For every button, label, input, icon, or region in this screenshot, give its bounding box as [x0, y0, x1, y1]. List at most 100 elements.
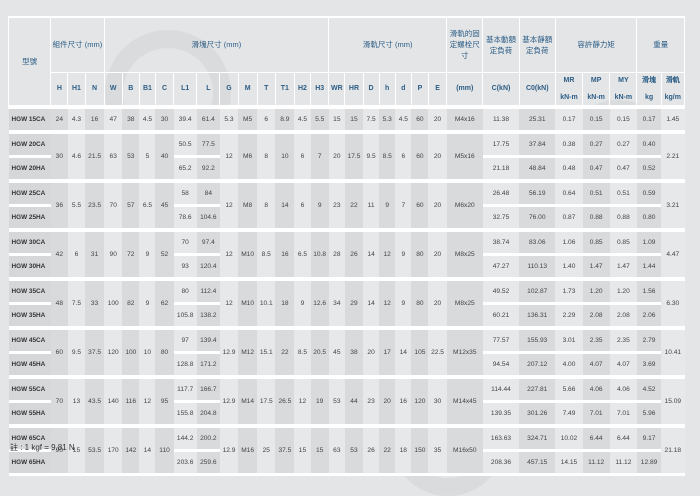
- block-l1: 50.5: [173, 130, 197, 157]
- rail-e: 35: [428, 424, 447, 475]
- moment-unit: kN-m: [560, 93, 578, 101]
- col-header-h2: H2: [293, 71, 312, 108]
- block-h3: 10.8: [310, 228, 329, 279]
- model-name: HGW 55HA: [8, 400, 51, 426]
- rail-h: 8.5: [379, 130, 396, 181]
- rail-h: 12: [379, 228, 396, 279]
- value-my: 0.51: [609, 179, 637, 206]
- col-header-bolt-unit: (mm): [446, 71, 484, 108]
- rail-d: 7: [395, 179, 412, 230]
- assembly-w: 63: [104, 130, 123, 181]
- rail-hr: 38: [344, 326, 364, 377]
- model-name: HGW 30CA: [8, 228, 51, 255]
- value-my: 0.88: [609, 204, 637, 230]
- value-mp: 4.07: [582, 351, 610, 377]
- block-t: 25: [257, 424, 276, 475]
- rail-h: 17: [379, 326, 396, 377]
- rail-wr: 45: [328, 326, 345, 377]
- block-t1: 22: [275, 326, 295, 377]
- rail-d: 11: [363, 179, 380, 230]
- assembly-h: 70: [50, 375, 68, 426]
- assembly-w: 120: [104, 326, 123, 377]
- value-c: 49.52: [482, 277, 520, 304]
- block-l1: 78.6: [173, 204, 197, 230]
- rail-wr: 34: [328, 277, 345, 328]
- value-kg: 5.96: [636, 400, 662, 426]
- block-l1: 58: [173, 179, 197, 206]
- assembly-b: 142: [122, 424, 140, 475]
- table-row: HGW 55CA 70 13 43.5 140 116 12 95 117.7 166.7 12.9…: [8, 375, 685, 426]
- block-t: 8: [257, 130, 276, 181]
- col-header-e: E: [427, 71, 448, 108]
- rail-wr: 63: [328, 424, 345, 475]
- table-row: HGW 25HA 78.6 104.6 32.75 76.00 0.87 0.88 0.88 0…: [8, 204, 685, 230]
- block-l: 61.4: [196, 105, 220, 132]
- value-mp: 2.35: [582, 326, 610, 353]
- rail-e: 22.5: [428, 326, 447, 377]
- value-mr: 4.00: [555, 351, 583, 377]
- block-l1: 128.8: [173, 351, 197, 377]
- value-my: 11.12: [609, 449, 637, 475]
- col-header-b1: B1: [138, 71, 156, 108]
- rail-e: 20: [428, 105, 447, 132]
- rail-h: 20: [379, 375, 396, 426]
- value-c0: 207.12: [519, 351, 556, 377]
- assembly-h1: 15: [67, 424, 86, 475]
- block-h2: 6: [294, 130, 311, 181]
- assembly-n: 23.5: [85, 179, 105, 230]
- col-header-h1: H1: [67, 71, 86, 108]
- block-t: 15.1: [257, 326, 276, 377]
- model-name: HGW 65HA: [8, 449, 51, 475]
- col-header-n: N: [84, 71, 105, 108]
- rail-d: 7.5: [363, 105, 380, 132]
- assembly-w: 70: [104, 179, 123, 230]
- block-h2: 12: [294, 375, 311, 426]
- value-mp: 0.88: [582, 204, 610, 230]
- value-c: 94.54: [482, 351, 520, 377]
- block-l: 84: [196, 179, 220, 206]
- value-c: 114.44: [482, 375, 520, 402]
- block-t1: 10: [275, 130, 295, 181]
- assembly-h1: 6: [67, 228, 86, 279]
- assembly-h: 42: [50, 228, 68, 279]
- value-mp: 2.08: [582, 302, 610, 328]
- value-c: 17.75: [482, 130, 520, 157]
- model-name: HGW 20HA: [8, 155, 51, 181]
- rail-d: 20: [363, 326, 380, 377]
- col-header-d: D: [362, 71, 380, 108]
- block-t1: 18: [275, 277, 295, 328]
- value-my: 0.27: [609, 130, 637, 157]
- block-g: 12: [219, 277, 239, 328]
- col-header-my: MY kN-m: [609, 71, 638, 108]
- assembly-b: 116: [122, 375, 140, 426]
- value-c0: 301.26: [519, 400, 556, 426]
- assembly-h: 48: [50, 277, 68, 328]
- col-header-d: d: [394, 71, 412, 108]
- value-mr: 1.73: [555, 277, 583, 304]
- rail-p: 120: [411, 375, 429, 426]
- col-header-p: P: [410, 71, 429, 108]
- rail-d: 9.5: [363, 130, 380, 181]
- value-c0: 56.19: [519, 179, 556, 206]
- rail-e: 20: [428, 130, 447, 181]
- value-c: 163.63: [482, 424, 520, 451]
- value-kg: 0.17: [636, 105, 662, 132]
- block-l: 104.6: [196, 204, 220, 230]
- assembly-c: 95: [155, 375, 174, 426]
- assembly-b: 57: [122, 179, 140, 230]
- assembly-n: 33: [85, 277, 105, 328]
- rail-weight: 6.30: [661, 277, 685, 328]
- value-my: 6.44: [609, 424, 637, 451]
- col-header-t: T: [256, 71, 276, 108]
- col-header-c0: C0(kN): [518, 71, 556, 108]
- col-header-mr: MR kN-m: [554, 71, 584, 108]
- header-moment: 容許靜力矩: [554, 16, 638, 73]
- block-t: 17.5: [257, 375, 276, 426]
- value-c0: 37.84: [519, 130, 556, 157]
- rail-weight: 15.09: [661, 375, 685, 426]
- value-my: 7.01: [609, 400, 637, 426]
- block-t: 10.1: [257, 277, 276, 328]
- block-t: 8: [257, 179, 276, 230]
- block-h3: 7: [310, 130, 329, 181]
- value-mr: 0.17: [555, 105, 583, 132]
